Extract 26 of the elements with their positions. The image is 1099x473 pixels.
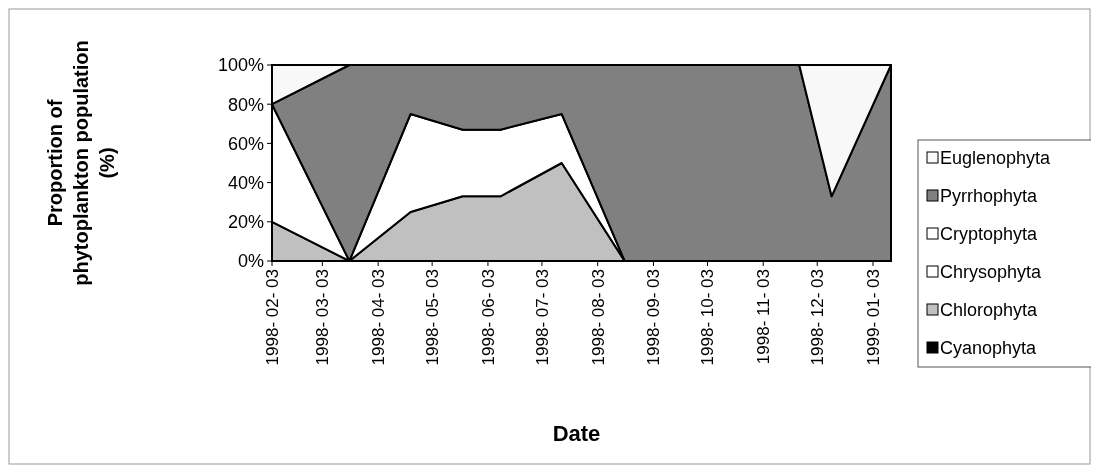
legend-label: Chlorophyta — [940, 300, 1039, 320]
x-tick-label: 1998- 02- 03 — [262, 269, 282, 366]
y-tick-label: 80% — [227, 94, 264, 115]
x-tick-label: 1998- 08- 03 — [588, 269, 608, 366]
y-tick-label: 40% — [227, 172, 264, 193]
x-tick-label: 1998- 12- 03 — [808, 269, 828, 366]
legend-label: Chrysophyta — [940, 262, 1043, 282]
x-tick-label: 1998- 09- 03 — [644, 269, 664, 366]
x-tick-label: 1998- 04- 03 — [369, 269, 389, 366]
x-tick-label: 1998- 07- 03 — [532, 269, 552, 366]
x-tick-label: 1999- 01- 03 — [863, 269, 883, 366]
y-tick-label: 60% — [227, 133, 264, 154]
y-tick-label: 20% — [227, 212, 264, 233]
x-tick-label: 1998- 05- 03 — [423, 269, 443, 366]
x-axis-title: Date — [552, 421, 601, 446]
legend-label: Euglenophyta — [940, 148, 1052, 168]
x-tick-label: 1998- 11- 03 — [754, 269, 774, 365]
y-tick-label: 0% — [237, 251, 264, 272]
y-axis-title: Proportion of phytoplankton population (%) — [44, 40, 118, 286]
y-tick-label: 100% — [217, 55, 264, 76]
legend-label: Cryptophyta — [940, 224, 1039, 244]
legend-label: Pyrrhophyta — [940, 186, 1039, 206]
x-tick-label: 1998- 06- 03 — [478, 269, 498, 366]
x-tick-label: 1998- 10- 03 — [698, 269, 718, 366]
legend-label: Cyanophyta — [940, 338, 1038, 358]
x-tick-label: 1998- 03- 03 — [313, 269, 333, 366]
